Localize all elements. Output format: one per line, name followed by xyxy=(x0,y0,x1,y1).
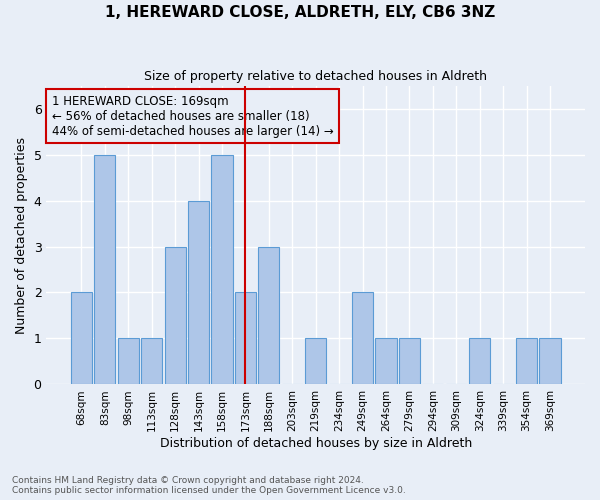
X-axis label: Distribution of detached houses by size in Aldreth: Distribution of detached houses by size … xyxy=(160,437,472,450)
Bar xyxy=(469,338,490,384)
Bar xyxy=(94,154,115,384)
Bar xyxy=(141,338,162,384)
Text: Contains HM Land Registry data © Crown copyright and database right 2024.
Contai: Contains HM Land Registry data © Crown c… xyxy=(12,476,406,495)
Bar xyxy=(235,292,256,384)
Bar xyxy=(118,338,139,384)
Text: 1, HEREWARD CLOSE, ALDRETH, ELY, CB6 3NZ: 1, HEREWARD CLOSE, ALDRETH, ELY, CB6 3NZ xyxy=(105,5,495,20)
Bar xyxy=(211,154,233,384)
Bar xyxy=(352,292,373,384)
Title: Size of property relative to detached houses in Aldreth: Size of property relative to detached ho… xyxy=(144,70,487,83)
Bar xyxy=(399,338,420,384)
Bar xyxy=(516,338,537,384)
Bar xyxy=(188,200,209,384)
Y-axis label: Number of detached properties: Number of detached properties xyxy=(15,136,28,334)
Bar xyxy=(539,338,560,384)
Text: 1 HEREWARD CLOSE: 169sqm
← 56% of detached houses are smaller (18)
44% of semi-d: 1 HEREWARD CLOSE: 169sqm ← 56% of detach… xyxy=(52,94,334,138)
Bar xyxy=(164,246,185,384)
Bar xyxy=(71,292,92,384)
Bar xyxy=(376,338,397,384)
Bar xyxy=(305,338,326,384)
Bar xyxy=(259,246,280,384)
